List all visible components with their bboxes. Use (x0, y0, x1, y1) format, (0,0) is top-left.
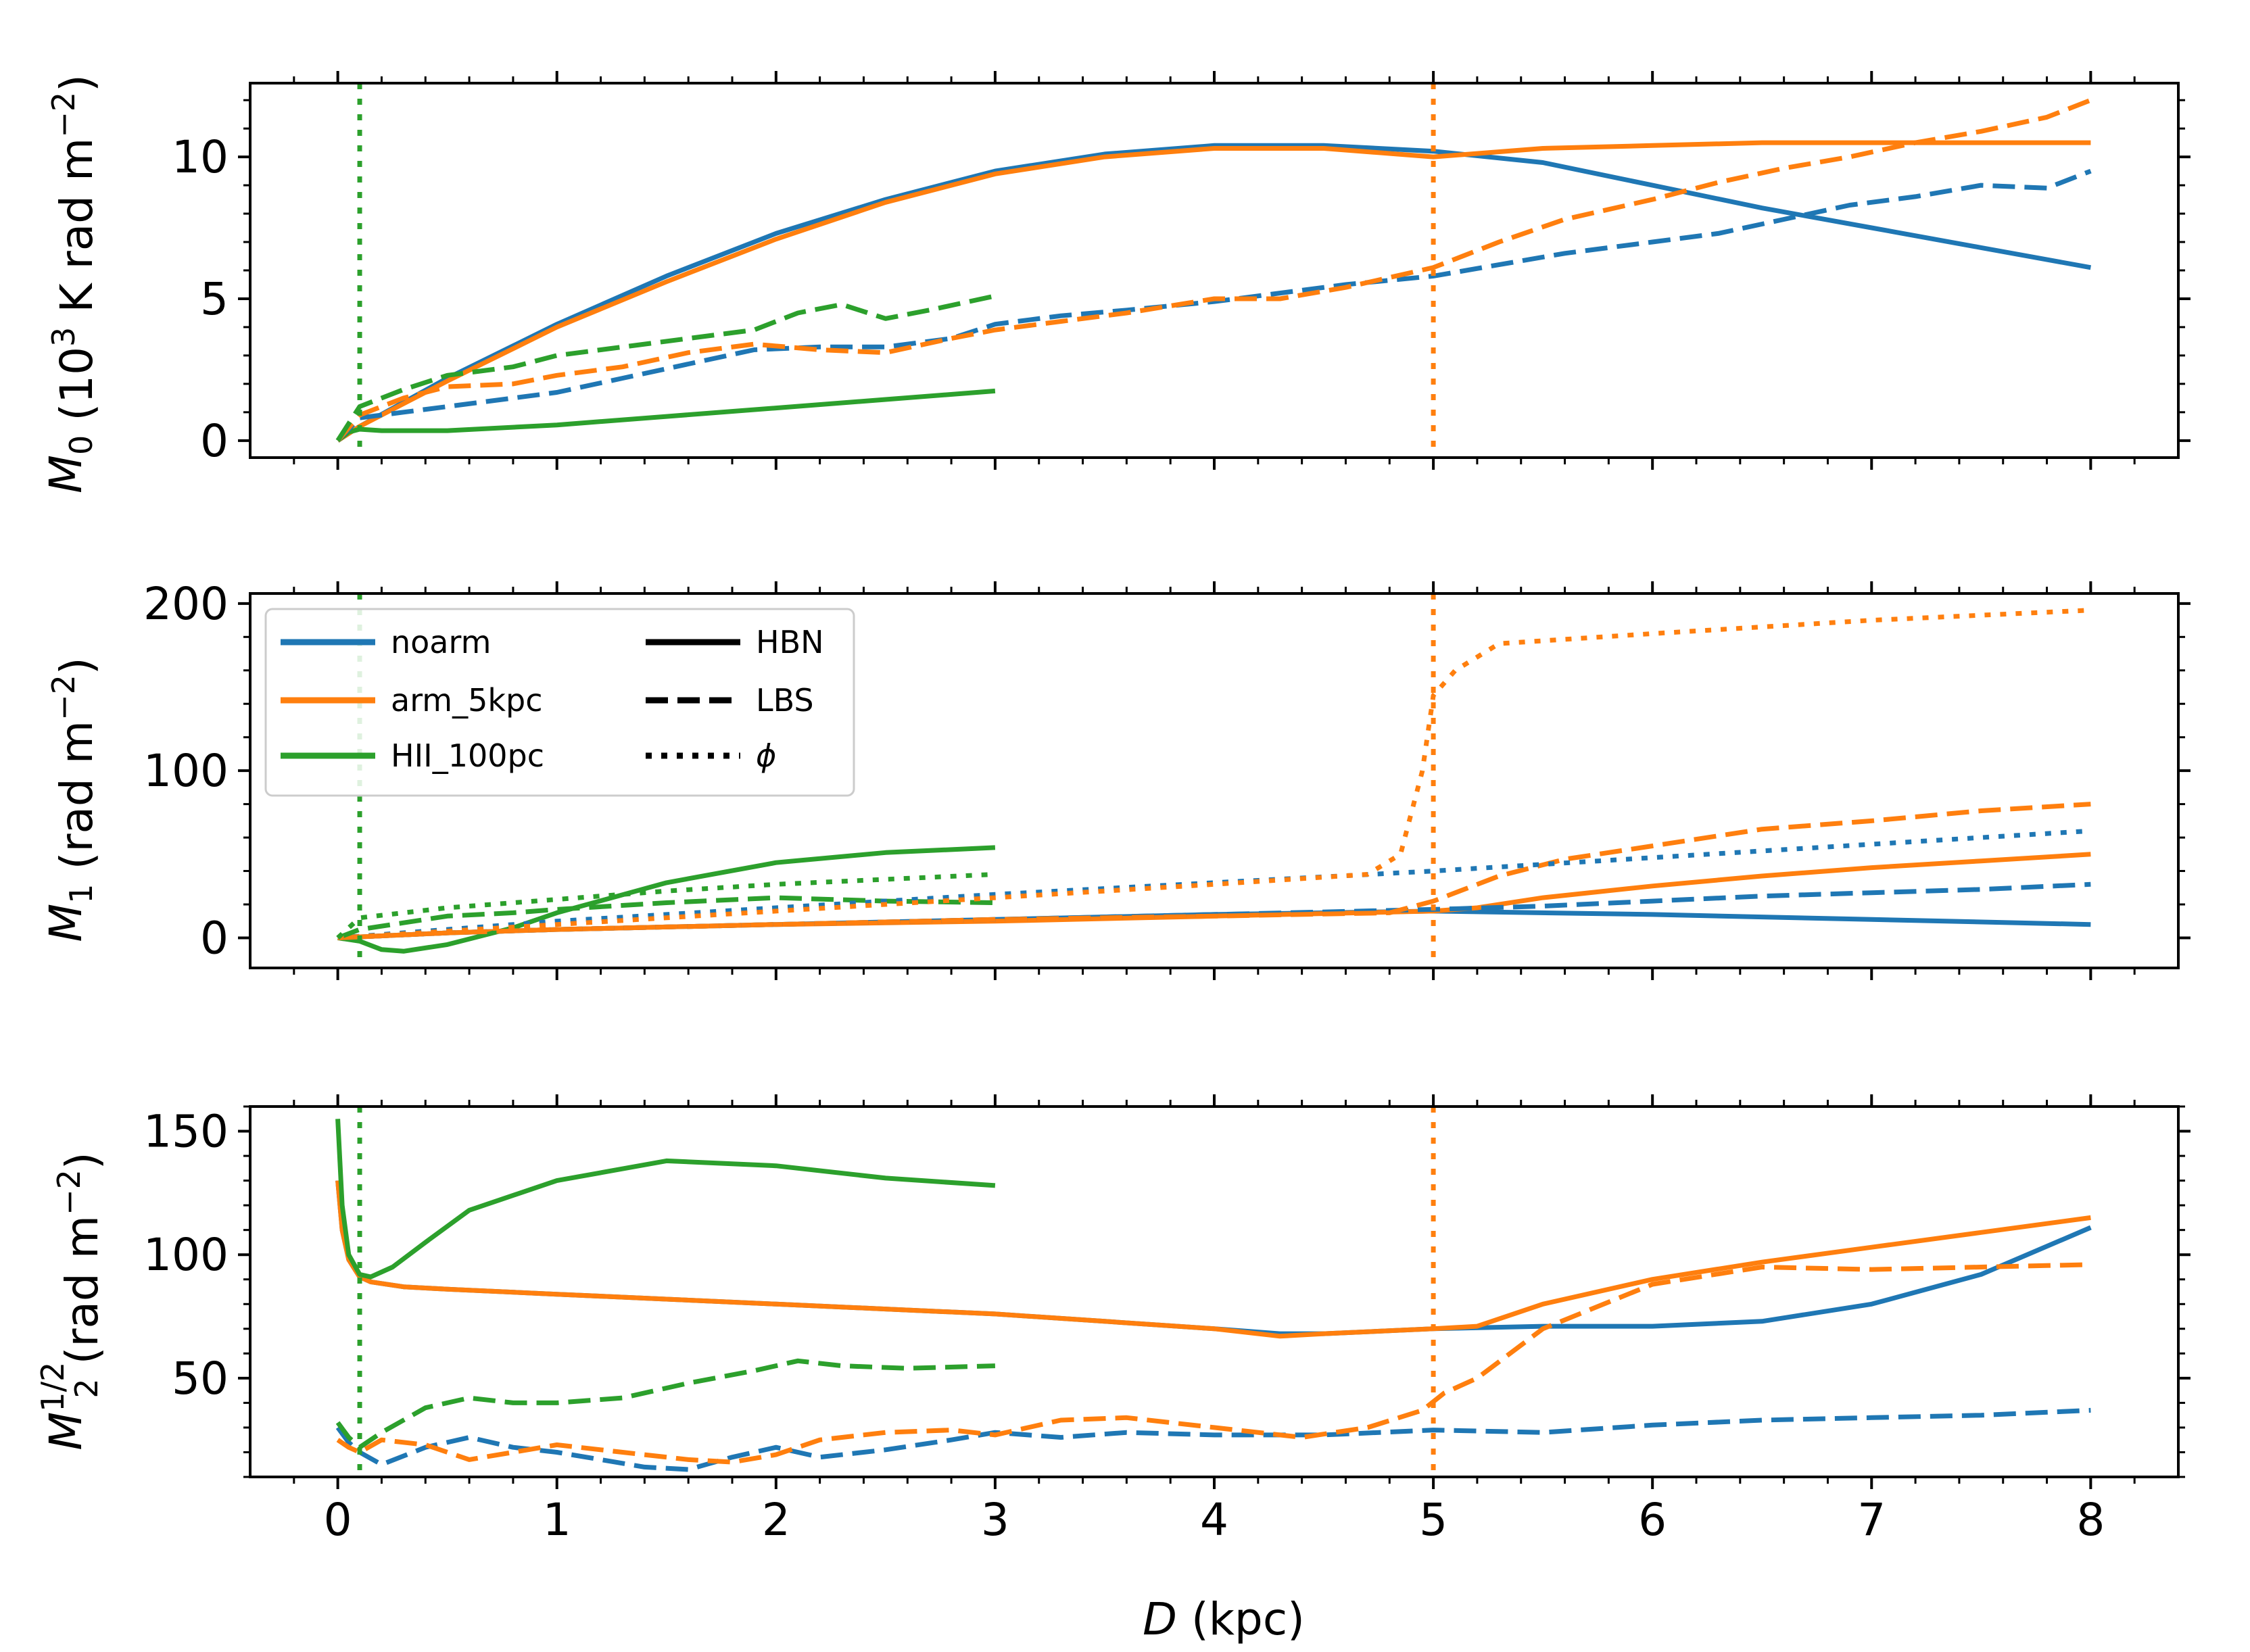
axes-frame (249, 82, 2180, 459)
legend-label-lbs: LBS (756, 682, 814, 719)
series-line-hii-100pc-lbs (335, 293, 996, 442)
series-line-noarm-hbn (336, 143, 2092, 443)
plot-area (335, 83, 2092, 458)
panel-top: 0 5 10 (172, 71, 2191, 470)
y-tick-label: 50 (172, 1353, 229, 1405)
y-tick-label: 150 (143, 1106, 229, 1158)
legend-label-noarm: noarm (391, 624, 491, 660)
panel-middle: 0 100 200 (143, 578, 2191, 980)
series-line-hii-100pc-hbn (335, 1119, 996, 1280)
series-line-arm-5kpc-hbn (337, 852, 2091, 940)
y-tick-label: 100 (143, 745, 229, 797)
series-line-arm-5kpc-hbn (335, 1180, 2091, 1339)
series-line-noarm-lbs (335, 1407, 2091, 1472)
x-tick-label: 1 (543, 1494, 571, 1546)
y-tick-label: 10 (172, 131, 229, 183)
series-line-noarm-lbs (336, 168, 2092, 443)
y-axis-label-bottom: M1/22 (rad m−2) (34, 1152, 108, 1450)
legend-label-arm-5kpc: arm_5kpc (391, 682, 543, 719)
series-line-arm-5kpc-lbs (336, 1262, 2091, 1465)
legend-label-phi: ϕ (756, 737, 776, 774)
y-tick-label: 0 (200, 912, 229, 964)
x-tick-label: 6 (1638, 1494, 1667, 1546)
series-line-arm-5kpc-lbs (335, 97, 2092, 443)
x-axis-label: D (kpc) (1143, 1593, 1305, 1645)
y-tick-label: 200 (143, 578, 229, 630)
series-line-arm-5kpc-lbs (337, 802, 2091, 940)
legend-label-hbn: HBN (756, 624, 824, 660)
series-line-hii-100pc-hbn (336, 388, 996, 443)
plot-area (335, 1107, 2092, 1477)
x-tick-label: 8 (2076, 1494, 2105, 1546)
y-tick-label: 100 (143, 1229, 229, 1281)
panel-bottom: 0 1 2 3 4 5 6 7 8 50 100 150 (143, 1094, 2191, 1546)
x-tick-label: 5 (1419, 1494, 1447, 1546)
y-axis-label-top: M0 (103 K rad m−2) (40, 74, 103, 493)
series-line-noarm-hbn (335, 1180, 2092, 1336)
x-tick-label: 4 (1200, 1494, 1228, 1546)
series-line-arm-5kpc-hbn (336, 140, 2091, 443)
y-axis-label-middle: M1 (rad m−2) (40, 657, 103, 942)
series-line-noarm- (337, 828, 2091, 940)
legend: noarm arm_5kpc HII_100pc HBN LBS ϕ (264, 608, 855, 797)
x-tick-label: 3 (981, 1494, 1009, 1546)
legend-label-hii-100pc: HII_100pc (391, 737, 544, 774)
y-tick-label: 5 (200, 273, 229, 325)
plot-area (336, 593, 2091, 968)
series-line-hii-100pc-lbs (337, 895, 995, 940)
x-tick-label: 7 (1857, 1494, 1886, 1546)
x-tick-label: 2 (762, 1494, 790, 1546)
x-tick-label: 0 (324, 1494, 352, 1546)
series-line-hii-100pc-lbs (335, 1358, 995, 1450)
legend-frame (264, 608, 855, 797)
y-tick-label: 0 (200, 415, 229, 467)
